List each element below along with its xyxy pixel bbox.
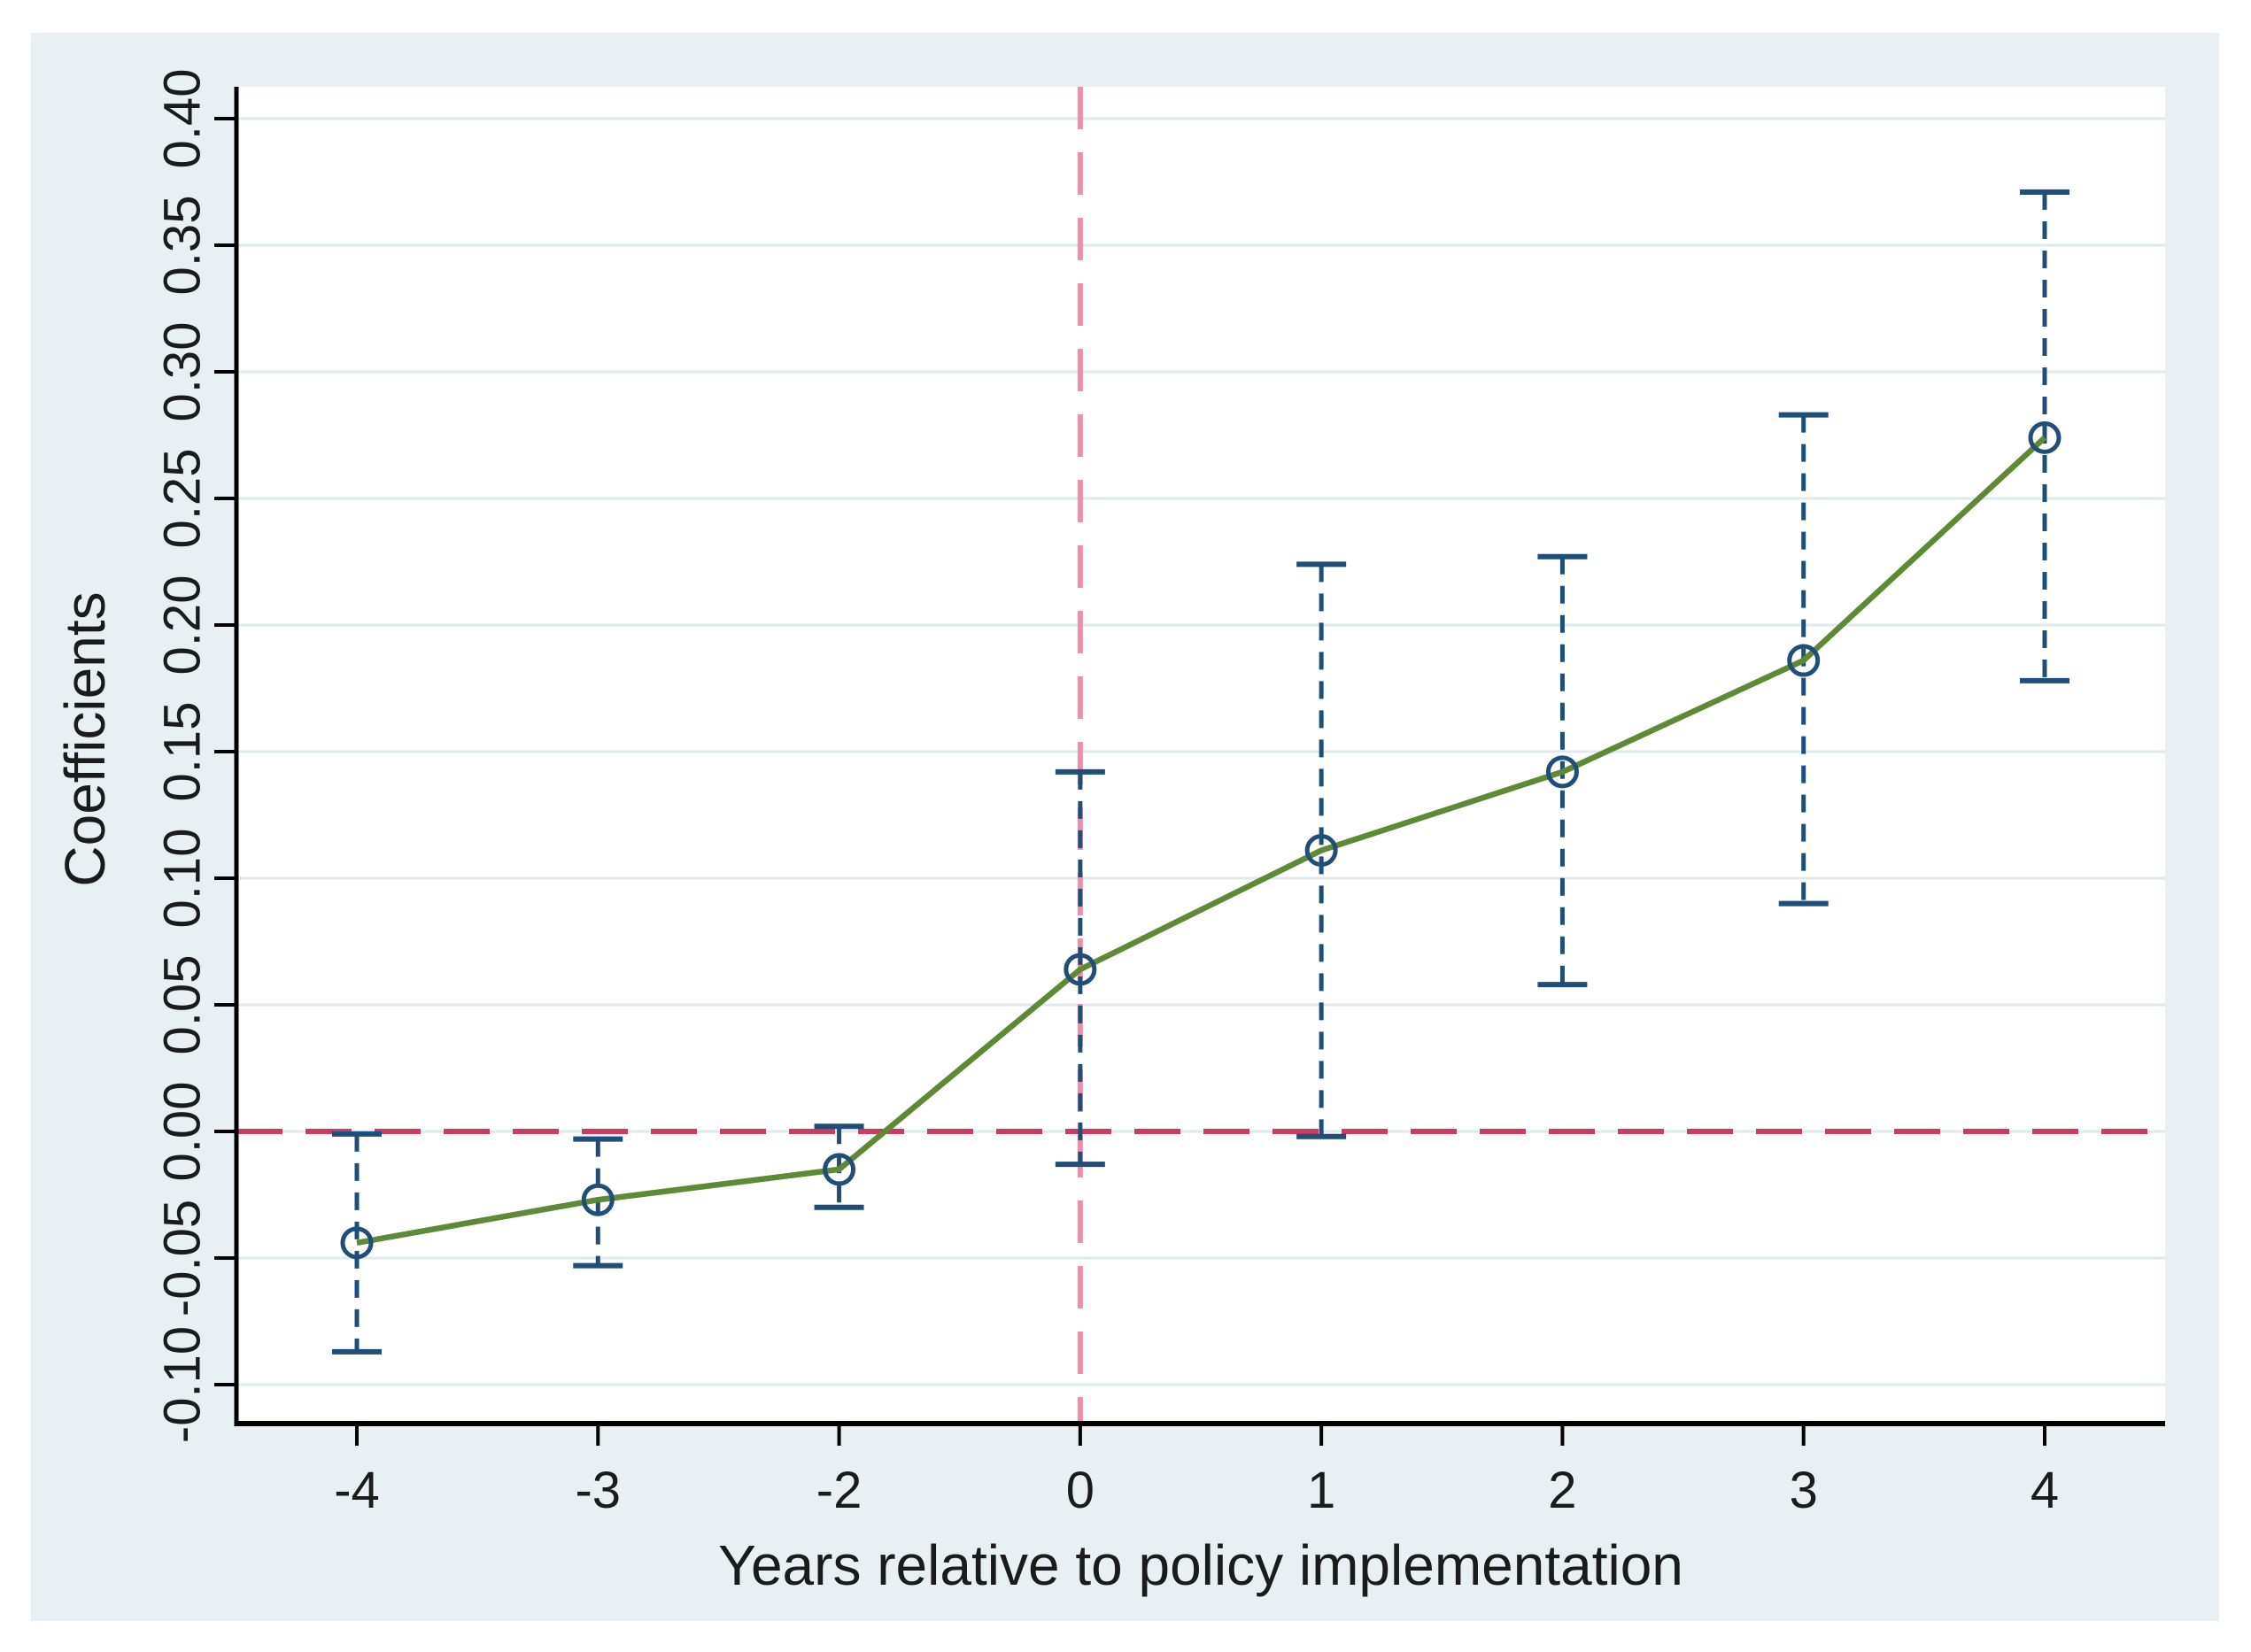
y-tick-label-0.10: 0.10 xyxy=(153,829,211,929)
x-tick-label-4: 4 xyxy=(2031,1462,2059,1519)
x-tick-label-3: 3 xyxy=(1790,1462,1818,1519)
y-tick-label-0.30: 0.30 xyxy=(153,322,211,422)
data-point-marker-x1 xyxy=(1304,834,1338,868)
y-tick-label-0.25: 0.25 xyxy=(153,449,211,549)
x-tick-label--2: -2 xyxy=(816,1462,862,1519)
y-tick-label-0.15: 0.15 xyxy=(153,702,211,802)
y-tick-label-0.40: 0.40 xyxy=(153,69,211,169)
data-series-layer xyxy=(332,189,2069,1355)
plot-area-background xyxy=(236,87,2165,1424)
data-point-marker-x-3 xyxy=(581,1183,615,1216)
data-point-marker-x-4 xyxy=(340,1226,374,1260)
data-point-marker-x3 xyxy=(1787,644,1821,677)
x-axis-title: Years relative to policy implementation xyxy=(718,1533,1683,1597)
y-tick-label-0.05: 0.05 xyxy=(153,955,211,1055)
data-point-marker-x-2 xyxy=(823,1153,856,1186)
x-tick-label-2: 2 xyxy=(1548,1462,1576,1519)
y-tick-label-0.35: 0.35 xyxy=(153,196,211,296)
axis-ticks-layer: 0.40 0.35 0.30 0.25 0.20 0.15 0.10 0.05 0.00 -0.0… xyxy=(153,69,2059,1519)
y-tick-label-0.20: 0.20 xyxy=(153,575,211,675)
data-point-marker-x0 xyxy=(1064,953,1097,986)
y-tick-label--0.10: -0.10 xyxy=(153,1326,211,1443)
data-point-marker-x4 xyxy=(2028,421,2061,454)
x-tick-label--4: -4 xyxy=(334,1462,380,1519)
y-tick-label-0.00: 0.00 xyxy=(153,1082,211,1182)
reference-lines-layer xyxy=(236,87,2165,1424)
y-axis-title: Coefficients xyxy=(53,591,117,886)
coefficient-trend-line xyxy=(356,435,2047,1247)
y-tick-label--0.05: -0.05 xyxy=(153,1200,211,1316)
x-tick-label-1: 1 xyxy=(1307,1462,1335,1519)
data-point-marker-x2 xyxy=(1545,755,1579,789)
x-tick-label-0: 0 xyxy=(1066,1462,1095,1519)
x-tick-label--3: -3 xyxy=(575,1462,621,1519)
